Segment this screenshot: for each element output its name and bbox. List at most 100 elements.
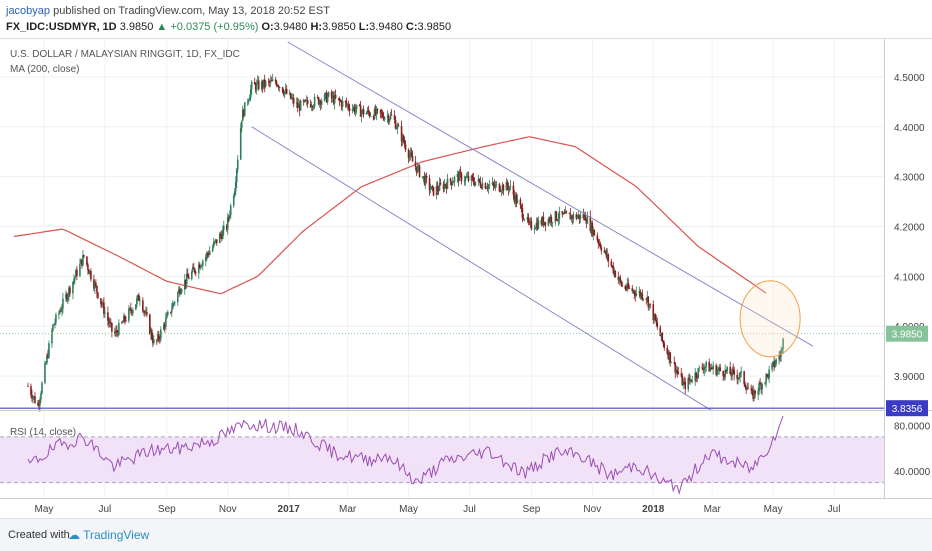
candle-body: [694, 372, 697, 382]
candle-body: [450, 181, 453, 185]
candle-body: [708, 362, 710, 372]
candle-body: [116, 330, 118, 333]
candle-body: [716, 370, 718, 375]
price-tick-label: 4.5000: [894, 73, 925, 84]
candle-body: [466, 176, 469, 178]
candle-body: [235, 169, 238, 183]
candle-body: [319, 100, 322, 105]
candle-body: [263, 79, 266, 87]
candle-body: [492, 182, 495, 185]
candle-body: [463, 180, 466, 182]
candle-body: [599, 243, 602, 248]
candle-body: [423, 175, 426, 185]
price-tick-label: 4.3000: [894, 173, 925, 184]
chart-area[interactable]: 4.50004.40004.30004.20004.10004.00003.90…: [0, 38, 932, 518]
candle-body: [558, 211, 561, 219]
candle-body: [396, 125, 399, 129]
candle-body: [499, 191, 502, 193]
candle-body: [283, 91, 286, 95]
candle-body: [509, 185, 512, 187]
candle-body: [781, 348, 783, 352]
candle-body: [726, 367, 728, 372]
candle-body: [544, 221, 547, 226]
candle-body: [150, 330, 152, 335]
candle-body: [86, 256, 88, 265]
chart-header: jacobyap published on TradingView.com, M…: [0, 0, 932, 38]
time-tick-label: 2017: [278, 504, 301, 515]
candle-body: [505, 181, 508, 191]
candle-body: [486, 188, 489, 189]
candle-body: [278, 87, 281, 89]
candle-body: [746, 388, 748, 390]
candle-body: [351, 108, 354, 111]
candle-body: [185, 273, 188, 284]
candle-body: [632, 290, 635, 292]
price-tick-label: 4.2000: [894, 222, 925, 233]
candle-body: [192, 267, 195, 269]
candle-body: [260, 81, 263, 90]
candle-body: [274, 79, 277, 83]
time-tick-label: Mar: [339, 504, 357, 515]
candle-body: [232, 196, 235, 206]
tradingview-logo[interactable]: ☁ TradingView: [68, 528, 149, 542]
candle-body: [688, 377, 691, 381]
candle-body: [180, 291, 182, 295]
candle-body: [415, 166, 418, 173]
candle-body: [51, 330, 53, 344]
candle-body: [90, 271, 92, 280]
candle-body: [88, 270, 90, 274]
price-change: +0.0375 (+0.95%): [170, 21, 259, 33]
candle-body: [520, 205, 523, 208]
candle-body: [173, 302, 175, 304]
candle-body: [174, 302, 176, 304]
candle-body: [376, 108, 379, 110]
candle-body: [97, 292, 99, 299]
candle-body: [760, 384, 762, 390]
candle-body: [542, 216, 545, 225]
candle-body: [184, 279, 187, 284]
candle-body: [387, 115, 390, 122]
low-value: 3.9480: [369, 21, 403, 33]
candle-body: [271, 79, 274, 81]
candle-body: [380, 112, 383, 114]
candle-body: [613, 270, 616, 274]
candle-body: [627, 283, 630, 288]
candle-body: [710, 367, 712, 369]
candle-body: [740, 371, 742, 373]
candle-body: [142, 300, 144, 312]
candle-body: [81, 259, 83, 266]
candle-body: [722, 371, 724, 377]
publish-line: jacobyap published on TradingView.com, M…: [6, 5, 330, 17]
author-link[interactable]: jacobyap: [6, 5, 51, 17]
chart-title: U.S. DOLLAR / MALAYSIAN RINGGIT, 1D, FX_…: [10, 49, 240, 60]
time-tick-label: May: [35, 504, 54, 515]
candle-body: [487, 185, 490, 189]
candle-body: [536, 222, 539, 229]
candle-body: [41, 382, 43, 394]
candle-body: [156, 339, 158, 341]
candle-body: [561, 211, 564, 215]
candle-body: [306, 100, 309, 104]
candle-body: [514, 195, 517, 202]
candle-body: [65, 294, 67, 299]
candle-body: [771, 363, 773, 370]
rsi-legend: RSI (14, close): [10, 427, 76, 438]
candle-body: [281, 87, 284, 93]
close-label: C:: [405, 21, 418, 33]
candle-body: [166, 314, 168, 319]
candle-body: [284, 88, 287, 92]
candle-body: [508, 186, 511, 190]
candle-body: [62, 298, 64, 309]
candle-body: [409, 152, 412, 156]
candle-body: [214, 239, 217, 242]
candle-body: [54, 322, 56, 325]
candle-body: [407, 149, 410, 158]
candle-body: [625, 288, 628, 290]
candle-body: [640, 293, 643, 297]
candle-body: [107, 312, 109, 321]
candle-body: [610, 261, 613, 266]
candle-body: [444, 184, 447, 186]
candle-body: [662, 340, 665, 344]
price-chart-svg[interactable]: 4.50004.40004.30004.20004.10004.00003.90…: [0, 38, 932, 518]
candle-body: [339, 100, 342, 102]
